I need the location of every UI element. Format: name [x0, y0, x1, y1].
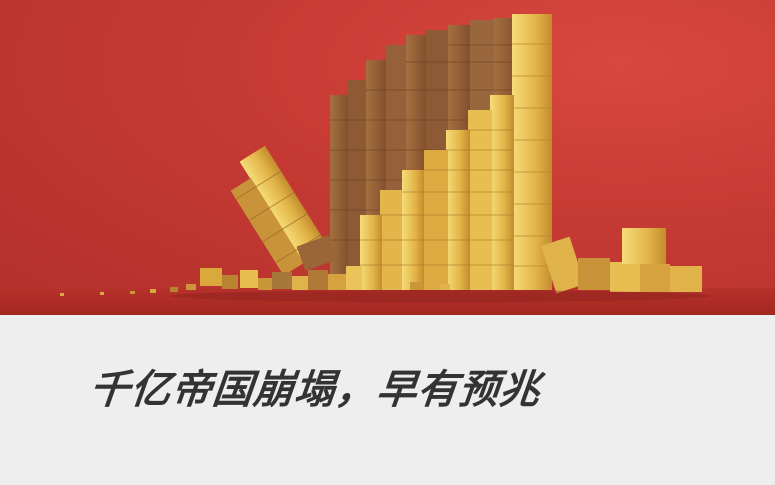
falling-block-column: [230, 145, 329, 276]
collapsing-blocks-image: [0, 14, 775, 315]
cover-illustration: [0, 0, 775, 315]
toppled-blocks: [541, 228, 702, 294]
rubble-pile: [60, 266, 450, 296]
mid-gold-columns: [360, 95, 514, 290]
caption-band: 千亿帝国崩塌，早有预兆: [0, 315, 775, 485]
article-headline: 千亿帝国崩塌，早有预兆: [87, 367, 543, 413]
tall-gold-column: [512, 14, 552, 290]
